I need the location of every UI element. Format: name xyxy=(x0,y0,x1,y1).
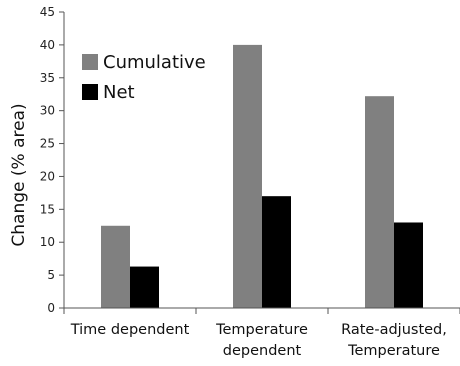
bar-net-1 xyxy=(262,196,291,308)
y-axis-label: Change (% area) xyxy=(9,103,29,246)
bar-net-0 xyxy=(130,266,159,308)
y-tick-label: 25 xyxy=(40,137,55,151)
bars-group xyxy=(63,44,460,314)
y-tick-label: 20 xyxy=(40,169,55,183)
legend-label-cumulative: Cumulative xyxy=(103,52,206,73)
category-label-line: Rate-adjusted, xyxy=(341,322,447,338)
y-tick-label: 5 xyxy=(47,268,55,282)
y-tick-label: 45 xyxy=(40,5,55,19)
category-label: Time dependent xyxy=(70,322,190,338)
y-tick-label: 35 xyxy=(40,71,55,85)
y-axis-ticks: 0 5 10 15 20 25 30 35 40 45 xyxy=(40,5,64,315)
legend-label-net: Net xyxy=(103,82,135,103)
bar-cumulative-0 xyxy=(101,225,130,308)
y-tick-label: 15 xyxy=(40,202,55,216)
category-label-line: Temperature xyxy=(215,322,308,338)
legend-swatch-cumulative xyxy=(82,54,98,70)
bar-cumulative-1 xyxy=(233,44,262,309)
y-tick-label: 40 xyxy=(40,38,55,52)
y-tick-label: 0 xyxy=(47,301,55,315)
legend: Cumulative Net xyxy=(82,52,206,103)
bar-cumulative-2 xyxy=(365,96,394,308)
x-axis-categories: Time dependent Temperature dependent Rate-a… xyxy=(70,322,447,359)
y-tick-label: 30 xyxy=(40,104,55,118)
category-label-line: Temperature xyxy=(347,343,440,359)
bar-net-2 xyxy=(394,222,423,308)
category-label-line: dependent xyxy=(223,343,302,359)
category-label: Temperature dependent xyxy=(215,322,308,359)
category-label: Rate-adjusted, Temperature xyxy=(341,322,447,359)
legend-swatch-net xyxy=(82,84,98,100)
category-label-line: Time dependent xyxy=(70,322,190,338)
y-tick-label: 10 xyxy=(40,235,55,249)
